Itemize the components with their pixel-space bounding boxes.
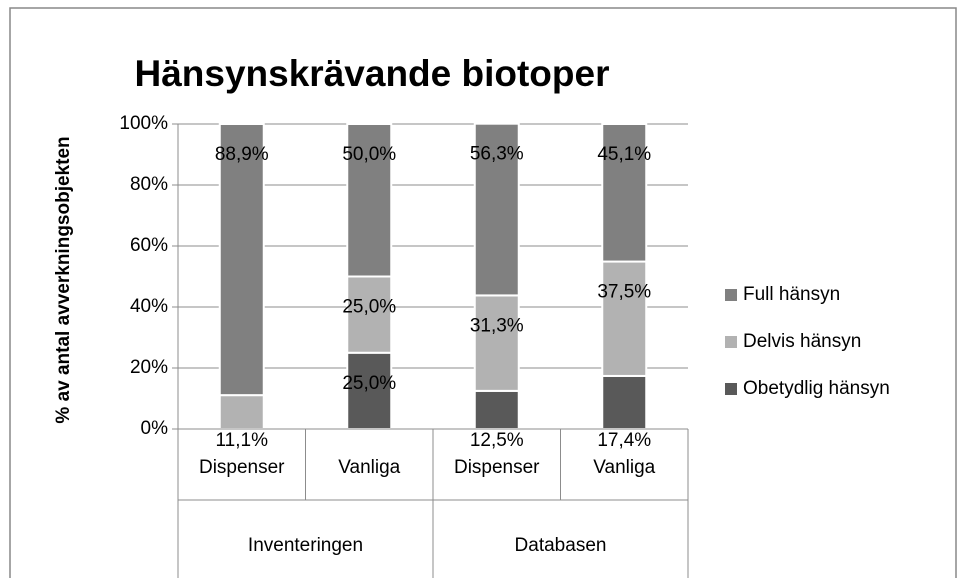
y-tick-label: 20% (130, 357, 168, 378)
data-label: 25,0% (342, 373, 396, 394)
bar-segment (601, 123, 648, 263)
bar-segment (346, 351, 393, 430)
data-label: 25,0% (342, 297, 396, 318)
bar-segment (473, 122, 520, 297)
y-tick-label: 100% (119, 113, 168, 134)
y-tick-label: 80% (130, 174, 168, 195)
legend-label: Delvis hänsyn (743, 331, 861, 352)
x-tick-label: Dispenser (454, 457, 540, 478)
bar-segment (218, 123, 265, 397)
bar-segment (473, 389, 520, 430)
data-label: 50,0% (342, 144, 396, 165)
group-label: Databasen (515, 535, 607, 556)
bar-segment (346, 123, 393, 278)
data-label: 45,1% (597, 144, 651, 165)
y-tick-label: 0% (141, 418, 169, 439)
data-label: 12,5% (470, 430, 524, 451)
data-label: 88,9% (215, 144, 269, 165)
bar-segment (601, 374, 648, 430)
bar-segment (218, 394, 265, 430)
y-tick-label: 40% (130, 296, 168, 317)
x-tick-label: Vanliga (593, 457, 655, 478)
data-label: 37,5% (597, 282, 651, 303)
legend-label: Obetydlig hänsyn (743, 378, 890, 399)
legend-swatch (725, 336, 737, 348)
data-label: 11,1% (216, 430, 269, 451)
x-tick-label: Dispenser (199, 457, 285, 478)
chart-title: Hänsynskrävande biotoper (135, 53, 610, 94)
y-tick-label: 60% (130, 235, 168, 256)
group-label: Inventeringen (248, 535, 363, 556)
y-axis-label: % av antal avverkningsobjekten (53, 136, 74, 423)
legend-swatch (725, 383, 737, 395)
legend-label: Full hänsyn (743, 284, 840, 305)
legend-swatch (725, 289, 737, 301)
bar-segment (473, 294, 520, 392)
data-label: 31,3% (470, 315, 524, 336)
x-tick-label: Vanliga (338, 457, 400, 478)
data-label: 17,4% (597, 430, 651, 451)
bar-segment (601, 260, 648, 377)
data-label: 56,3% (470, 144, 524, 165)
